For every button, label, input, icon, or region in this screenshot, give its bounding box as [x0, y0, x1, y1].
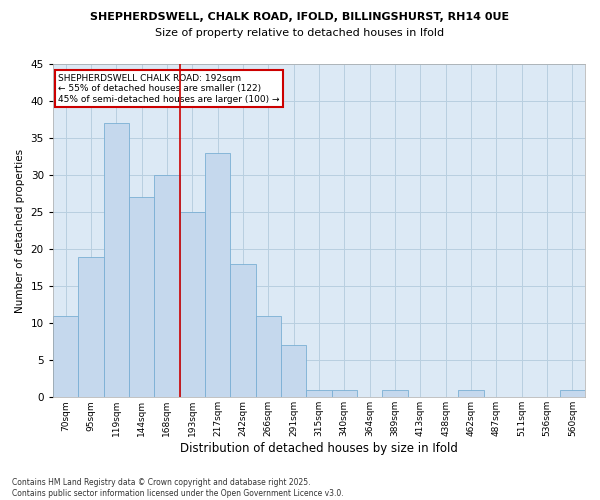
Bar: [306, 390, 332, 398]
Bar: [281, 346, 306, 398]
Bar: [129, 198, 154, 398]
Bar: [382, 390, 407, 398]
Bar: [53, 316, 78, 398]
Bar: [154, 175, 179, 398]
Bar: [256, 316, 281, 398]
X-axis label: Distribution of detached houses by size in Ifold: Distribution of detached houses by size …: [180, 442, 458, 455]
Bar: [458, 390, 484, 398]
Text: Contains HM Land Registry data © Crown copyright and database right 2025.
Contai: Contains HM Land Registry data © Crown c…: [12, 478, 344, 498]
Text: SHEPHERDSWELL CHALK ROAD: 192sqm
← 55% of detached houses are smaller (122)
45% : SHEPHERDSWELL CHALK ROAD: 192sqm ← 55% o…: [58, 74, 280, 104]
Bar: [179, 212, 205, 398]
Bar: [230, 264, 256, 398]
Y-axis label: Number of detached properties: Number of detached properties: [15, 148, 25, 312]
Bar: [560, 390, 585, 398]
Bar: [104, 124, 129, 398]
Bar: [205, 153, 230, 398]
Bar: [332, 390, 357, 398]
Bar: [78, 256, 104, 398]
Text: Size of property relative to detached houses in Ifold: Size of property relative to detached ho…: [155, 28, 445, 38]
Text: SHEPHERDSWELL, CHALK ROAD, IFOLD, BILLINGSHURST, RH14 0UE: SHEPHERDSWELL, CHALK ROAD, IFOLD, BILLIN…: [91, 12, 509, 22]
